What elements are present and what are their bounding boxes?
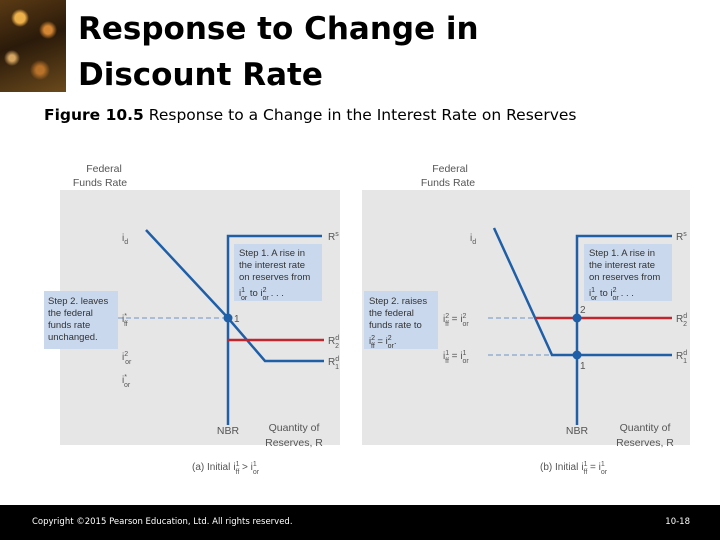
panel-b-supply-label: Rs xyxy=(676,231,687,243)
footer-bar: Copyright ©2015 Pearson Education, Ltd. … xyxy=(0,505,720,540)
panel-b-point-1-label: 1 xyxy=(580,361,586,372)
figure-caption: Figure 10.5 Response to a Change in the … xyxy=(44,106,576,124)
panel-b-step1-box xyxy=(584,244,672,301)
panel-b-y-axis-label-1: Federal xyxy=(432,163,468,175)
title-line-1: Response to Change in xyxy=(78,11,479,47)
panel-a-caption: (a) Initial i1 ff > i1 or xyxy=(192,461,260,476)
panel-a-point-1 xyxy=(223,313,233,323)
panel-b-demand-r1-curve xyxy=(492,227,672,357)
title-line-2: Discount Rate xyxy=(78,57,323,93)
panel-a-demand1-label: Rd 1 xyxy=(328,356,339,371)
panel-b-y-axis-label-2: Funds Rate xyxy=(421,177,475,189)
panel-b-point-1 xyxy=(572,350,582,360)
panel-a-step2-box xyxy=(44,291,118,349)
panel-b-x-axis-label-1: Quantity of xyxy=(620,422,671,434)
panel-b-upper-rate-label: i2 ff = i2 or xyxy=(443,313,469,328)
panel-a-ior2-label: i2 or xyxy=(122,351,132,366)
panel-a-step1-text: Step 1. A rise in the interest rate on r… xyxy=(239,248,313,302)
panel-b-point-2-label: 2 xyxy=(580,305,586,316)
panel-a-supply-label: Rs xyxy=(328,231,339,243)
panel-a-id-label: id xyxy=(122,233,128,246)
figure-label: Figure 10.5 xyxy=(44,106,144,124)
panel-b-demand1-label: Rd 1 xyxy=(676,350,687,365)
panel-b-x-axis-label-2: Reserves, R xyxy=(616,437,674,449)
panel-b-step1-text: Step 1. A rise in the interest rate on r… xyxy=(589,248,663,302)
panel-b-id-label: id xyxy=(470,233,476,246)
panel-a-step1-box xyxy=(234,244,322,301)
panel-b-lower-rate-label: i1 ff = i1 or xyxy=(443,350,469,365)
panel-a-x-axis-label-2: Reserves, R xyxy=(265,437,323,449)
corner-photo xyxy=(0,0,66,92)
panel-b: Federal Funds Rate Quantity of Reserves,… xyxy=(362,163,690,476)
panel-a-x-axis-label-1: Quantity of xyxy=(269,422,320,434)
panel-a: Federal Funds Rate Quantity of Reserves,… xyxy=(44,163,340,476)
panel-a-ior1-label: i* or xyxy=(122,374,131,389)
panel-b-supply-curve xyxy=(575,234,672,425)
panel-b-nbr-label: NBR xyxy=(566,425,589,437)
panel-b-point-2 xyxy=(572,313,582,323)
panel-a-y-axis-label-2: Funds Rate xyxy=(73,177,127,189)
panel-b-demand2-label: Rd 2 xyxy=(676,313,687,328)
panel-b-step2-text: Step 2. raises the federal funds rate to… xyxy=(369,296,430,350)
panel-a-nbr-label: NBR xyxy=(217,425,240,437)
panel-a-point-1-label: 1 xyxy=(234,314,240,325)
panel-a-supply-curve xyxy=(226,234,322,425)
copyright-text: Copyright ©2015 Pearson Education, Ltd. … xyxy=(32,517,293,527)
panel-a-demand2-label: Rd 2 xyxy=(328,335,339,350)
slide-title: Response to Change in Discount Rate xyxy=(78,6,678,98)
page-number: 10-18 xyxy=(665,517,690,527)
panel-b-caption: (b) Initial i1 ff = i1 or xyxy=(540,461,608,476)
panel-b-step2-box xyxy=(364,291,438,349)
panel-a-y-axis-label-1: Federal xyxy=(86,163,122,175)
figure-caption-text: Response to a Change in the Interest Rat… xyxy=(148,106,577,124)
panel-a-iff-label: i* ff xyxy=(122,313,128,328)
panel-a-step2-text: Step 2. leaves the federal funds rate un… xyxy=(48,296,111,343)
